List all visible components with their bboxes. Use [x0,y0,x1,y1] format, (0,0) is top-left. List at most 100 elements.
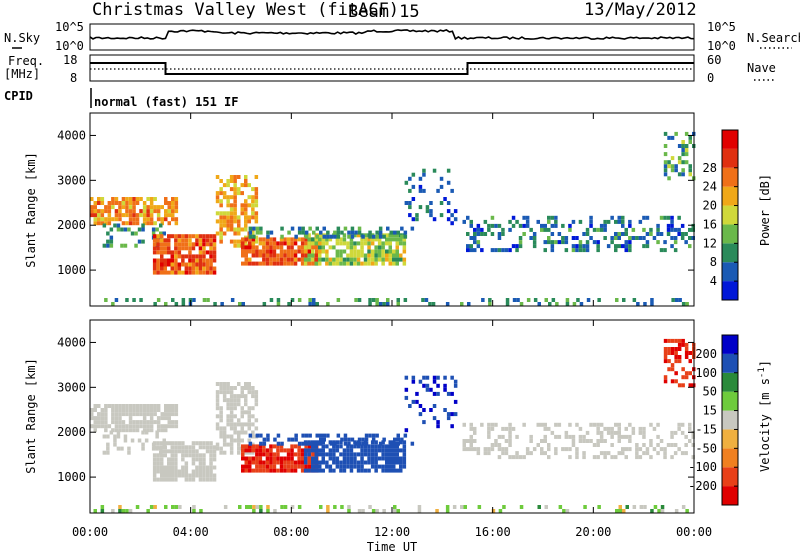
power-cell [191,258,196,263]
velocity-cell [469,447,473,452]
power-cell [515,244,519,249]
power-cell [432,168,437,173]
velocity-cell [237,434,241,439]
y-tick-label: 1000 [57,470,86,484]
velocity-cell [240,390,244,395]
velocity-cell [163,469,167,474]
power-cell [160,254,164,259]
power-cell [346,241,350,246]
power-cell [102,223,107,228]
velocity-cell [494,443,498,447]
velocity-cell [374,448,378,453]
power-cell [370,257,375,262]
velocity-cell [128,424,133,429]
velocity-cell [328,464,333,469]
power-cell [301,230,305,235]
power-cell [146,217,150,222]
velocity-cell [100,416,105,421]
power-cell [191,262,196,267]
velocity-cell [599,422,604,427]
power-cell [132,298,136,302]
power-cell [659,248,664,253]
velocity-cell [241,452,245,457]
power-cell [663,240,667,245]
power-cell [621,215,625,220]
velocity-cell [202,457,206,462]
velocity-cell [254,402,259,407]
power-cell [518,223,523,228]
power-cell [254,175,259,179]
power-cell [188,250,192,255]
power-cell [586,298,591,302]
velocity-cell [599,430,604,435]
power-cell [174,302,179,306]
power-cell [121,213,126,218]
velocity-cell [325,460,329,465]
velocity-cell [293,468,298,473]
power-cell [674,298,679,302]
power-cell [229,207,234,212]
velocity-cell [308,433,312,438]
velocity-cell [392,468,396,473]
power-cell [497,232,502,236]
power-cell [564,236,569,240]
velocity-cell [212,477,217,482]
velocity-cell [408,404,412,408]
power-cell [681,172,685,177]
velocity-cell [332,468,336,473]
power-cell [156,266,160,271]
power-cell [177,238,182,243]
power-cell [241,241,245,246]
velocity-cell [276,460,280,465]
velocity-cell [300,464,305,469]
velocity-cell [645,447,650,452]
power-cell [681,168,685,173]
colorbar-swatch [722,130,738,149]
power-cell [125,213,129,218]
velocity-cell [226,414,230,419]
power-cell [137,227,142,232]
power-cell [100,221,105,226]
velocity-cell [191,477,196,482]
power-cell [318,253,322,258]
power-cell [184,262,189,267]
velocity-cell [684,342,689,347]
power-cell [473,248,477,253]
power-cell [680,236,685,240]
velocity-cell [382,437,386,442]
velocity-cell [149,424,154,429]
power-cell [262,249,266,254]
velocity-cell [244,430,248,435]
velocity-cell [251,422,255,427]
power-cell [550,244,555,249]
power-cell [283,241,287,246]
freq-tick-bottom-right: 0 [707,71,714,85]
velocity-cell [290,456,294,461]
power-cell [402,245,407,250]
power-cell [525,219,530,224]
velocity-cell [364,433,369,438]
power-cell [363,237,368,242]
velocity-cell [297,456,301,461]
power-cell [198,254,203,259]
velocity-cell [585,430,590,435]
velocity-cell [163,465,167,470]
power-cell [599,223,604,228]
power-cell [439,213,444,218]
power-cell [388,253,392,258]
velocity-cell [663,379,668,384]
velocity-cell [674,351,678,355]
power-cell [191,266,196,271]
velocity-cell [319,441,323,446]
power-cell [677,232,681,236]
velocity-cell [469,439,473,443]
nsky-label: N.Sky [4,31,40,45]
velocity-cell [564,430,569,435]
velocity-cell [195,473,199,478]
velocity-cell [628,434,632,439]
velocity-cell [181,445,185,450]
power-cell [497,223,502,228]
velocity-cell [568,434,572,439]
power-cell [149,221,154,226]
velocity-cell [241,468,245,473]
